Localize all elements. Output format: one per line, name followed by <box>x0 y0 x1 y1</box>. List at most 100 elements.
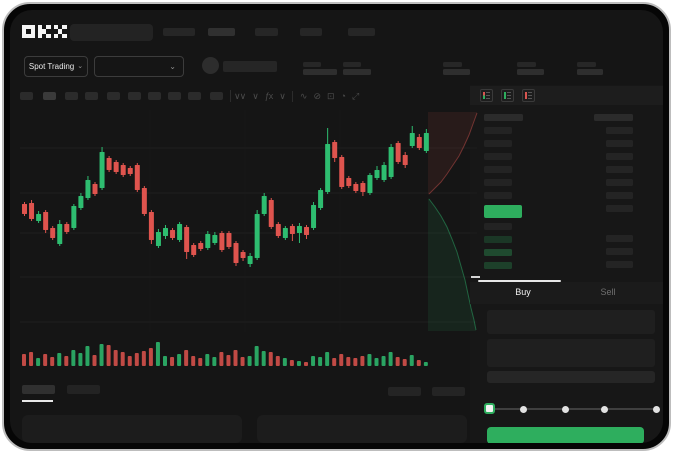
orderbook-amount-cell <box>606 205 633 212</box>
toolbar-divider <box>291 90 293 102</box>
bottom-tab-active[interactable] <box>22 385 55 394</box>
orderbook-icon-line <box>528 92 532 93</box>
orderbook-icon-line <box>528 95 532 96</box>
orderbook-amount-cell <box>606 179 633 186</box>
orderbook-icon-bar <box>483 92 485 99</box>
orderbook-icon-line <box>507 92 511 93</box>
orderbook-toolbar <box>470 86 663 105</box>
tab-buy[interactable]: Buy <box>515 287 531 297</box>
orderbook-ask-row[interactable] <box>484 127 512 134</box>
interval-button[interactable] <box>148 92 161 100</box>
orderbook-amount-cell <box>606 248 633 255</box>
interval-button[interactable] <box>188 92 201 100</box>
orderbook-bid-row[interactable] <box>484 223 512 230</box>
chevron-down-icon: ⌄ <box>169 62 176 71</box>
orderbook-asks-view-icon[interactable] <box>522 89 535 102</box>
orderbook-header-price <box>484 114 523 121</box>
ticker-stat-value <box>443 69 470 75</box>
interval-button[interactable] <box>65 92 78 100</box>
chevron-down-icon[interactable]: ∨ <box>279 90 286 101</box>
search-input[interactable] <box>70 24 153 41</box>
ticker-stat-value <box>577 69 603 75</box>
logo-letter <box>37 25 51 38</box>
ticker-stat-label <box>303 62 321 67</box>
ticker-stat-value <box>343 69 371 75</box>
nav-item[interactable] <box>163 28 195 36</box>
orderbook-bid-row[interactable] <box>484 236 512 243</box>
depth-bids-area <box>428 198 476 331</box>
pair-name-placeholder <box>223 61 277 72</box>
amount-input[interactable] <box>487 339 655 367</box>
market-type-label: Spot Trading <box>28 62 75 71</box>
market-type-selector[interactable]: Spot Trading ⌄ <box>24 56 88 77</box>
orderbook-ask-row[interactable] <box>484 153 512 160</box>
compare-icon[interactable]: ⊘ <box>313 90 320 101</box>
tab-sell[interactable]: Sell <box>600 287 616 297</box>
interval-button[interactable] <box>128 92 141 100</box>
total-field <box>487 371 655 383</box>
orderbook-amount-cell <box>606 127 633 134</box>
slider-stop-dot[interactable] <box>652 405 660 413</box>
orders-panel <box>22 415 242 443</box>
amount-slider-track[interactable] <box>489 408 656 410</box>
orderbook-ask-row[interactable] <box>484 166 512 173</box>
ticker-stat-label <box>443 62 462 67</box>
pair-selector[interactable]: ⌄ <box>94 56 184 77</box>
orderbook-bids-view-icon[interactable] <box>501 89 514 102</box>
interval-button[interactable] <box>20 92 33 100</box>
orderbook-ask-row[interactable] <box>484 192 512 199</box>
orderbook-bid-row[interactable] <box>484 262 512 269</box>
orderbook-icon-line <box>486 98 490 99</box>
chevron-down-icon: ⌄ <box>77 63 84 70</box>
indicators-icon[interactable]: ƒx <box>264 91 273 101</box>
interval-button[interactable] <box>43 92 56 100</box>
nav-item[interactable] <box>208 28 235 36</box>
ticker-stat-value <box>303 69 337 75</box>
orderbook-amount-cell <box>606 166 633 173</box>
orderbook-ask-row[interactable] <box>484 179 512 186</box>
fullscreen-icon[interactable]: ⤢ <box>351 90 359 101</box>
orderbook-bid-row[interactable] <box>484 249 512 256</box>
ticker-stat-label <box>577 62 596 67</box>
coin-icon <box>202 57 219 74</box>
orderbook-icon-line <box>507 98 511 99</box>
ticker-stat-label <box>343 62 361 67</box>
amount-slider-handle[interactable] <box>484 403 495 414</box>
nav-item[interactable] <box>255 28 278 36</box>
history-icon[interactable]: ◔ <box>340 91 347 101</box>
bottom-action-placeholder[interactable] <box>432 387 465 396</box>
interval-button[interactable] <box>107 92 120 100</box>
bottom-action-placeholder[interactable] <box>388 387 421 396</box>
active-tab-indicator <box>478 280 561 282</box>
orderbook-amount-cell <box>606 235 633 242</box>
orders-panel <box>257 415 467 443</box>
bottom-tab[interactable] <box>67 385 100 394</box>
chart-type-icon[interactable]: ∨∨ <box>234 90 246 101</box>
interval-button[interactable] <box>210 92 223 100</box>
bottom-tab-indicator <box>22 400 53 402</box>
slider-stop-dot[interactable] <box>600 405 608 413</box>
orderbook-amount-cell <box>606 153 633 160</box>
slider-stop-dot[interactable] <box>561 405 569 413</box>
orderbook-ask-row[interactable] <box>484 140 512 147</box>
orderbook-icon-line <box>507 95 511 96</box>
trade-tabs-row <box>470 282 663 304</box>
curve-tool-icon[interactable]: ∿ <box>299 90 307 101</box>
price-input[interactable] <box>487 310 655 334</box>
interval-button[interactable] <box>85 92 98 100</box>
chart-toolbar: ∨∨ ∨ ƒx ∨ ∿ ⊘ ⊡ ◔ ⤢ <box>234 88 359 104</box>
submit-buy-button[interactable] <box>487 427 644 443</box>
camera-icon[interactable]: ⊡ <box>326 90 334 101</box>
orderbook-amount-cell <box>606 140 633 147</box>
okx-logo <box>22 25 67 38</box>
orderbook-last-price[interactable] <box>484 205 522 218</box>
slider-stop-dot[interactable] <box>519 405 527 413</box>
nav-item[interactable] <box>300 28 322 36</box>
interval-button[interactable] <box>168 92 181 100</box>
orderbook-amount-cell <box>606 261 633 268</box>
orderbook-split-view-icon[interactable] <box>480 89 493 102</box>
chevron-down-icon[interactable]: ∨ <box>252 90 259 101</box>
orderbook-icon-line <box>486 95 490 96</box>
nav-item[interactable] <box>348 28 375 36</box>
